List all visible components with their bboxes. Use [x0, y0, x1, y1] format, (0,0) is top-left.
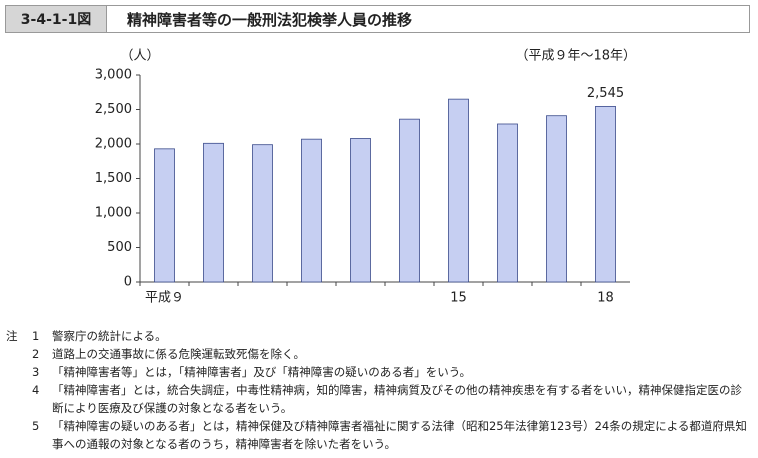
- note-item: 2 道路上の交通事故に係る危険運転致死傷を除く。: [6, 345, 751, 363]
- note-text: 「精神障害者」とは，統合失調症，中毒性精神病，知的障害，精神病質及びその他の精神…: [52, 383, 742, 415]
- note-item: 5 「精神障害の疑いのある者」とは，精神保健及び精神障害者福祉に関する法律（昭和2…: [6, 417, 751, 453]
- x-tick-label: 平成９: [145, 291, 184, 306]
- bar: [595, 105, 616, 283]
- figure-number: 3-4-1-1図: [6, 6, 107, 32]
- y-tick-label: 0: [124, 275, 132, 290]
- note-number: 4: [32, 383, 40, 397]
- x-tick-label: 18: [597, 291, 614, 306]
- note-item: 3 「精神障害者等」とは，「精神障害者」及び「精神障害の疑いのある者」をいう。: [6, 363, 751, 381]
- bar: [350, 138, 371, 283]
- note-number: 1: [32, 329, 40, 343]
- value-label: 2,545: [587, 86, 624, 101]
- note-item: 注 1 警察庁の統計による。: [6, 327, 751, 345]
- y-tick-label: 2,000: [95, 137, 132, 152]
- y-tick-label: 3,000: [95, 68, 132, 83]
- note-label: [6, 381, 32, 417]
- subtitle: （平成９年～18年）: [515, 49, 636, 64]
- bar: [448, 98, 469, 283]
- y-tick-label: 1,500: [95, 171, 132, 186]
- bar: [399, 118, 420, 283]
- y-tick-label: 1,000: [95, 206, 132, 221]
- bar: [203, 142, 224, 283]
- chart: （人） （平成９年～18年） 0 500 1,000 1,500 2,000 2,500 3…: [95, 49, 636, 306]
- note-number: 2: [32, 347, 40, 361]
- notes: 注 1 警察庁の統計による。 2 道路上の交通事故に係る危険運転致死傷を除く。 3 「精神障…: [6, 327, 751, 453]
- note-label: [6, 363, 32, 381]
- y-tick-label: 500: [107, 240, 132, 255]
- note-text: 警察庁の統計による。: [52, 329, 167, 343]
- bar: [301, 138, 322, 283]
- note-label: 注: [6, 329, 18, 343]
- note-text: 道路上の交通事故に係る危険運転致死傷を除く。: [52, 347, 305, 361]
- y-axis-label: （人）: [120, 49, 159, 64]
- bar: [154, 148, 175, 283]
- note-label: [6, 417, 32, 453]
- bar: [497, 123, 518, 283]
- note-item: 4 「精神障害者」とは，統合失調症，中毒性精神病，知的障害，精神病質及びその他の精…: [6, 381, 751, 417]
- header: 3-4-1-1図 精神障害者等の一般刑法犯検挙人員の推移: [5, 5, 750, 33]
- note-label: [6, 345, 32, 363]
- title: 精神障害者等の一般刑法犯検挙人員の推移: [127, 10, 413, 29]
- note-number: 3: [32, 365, 40, 379]
- bar: [252, 144, 273, 283]
- note-number: 5: [32, 419, 40, 433]
- note-text: 「精神障害者等」とは，「精神障害者」及び「精神障害の疑いのある者」をいう。: [52, 365, 472, 379]
- y-tick-label: 2,500: [95, 102, 132, 117]
- note-text: 「精神障害の疑いのある者」とは，精神保健及び精神障害者福祉に関する法律（昭和25…: [52, 419, 747, 451]
- bar: [546, 115, 567, 283]
- x-tick-label: 15: [450, 291, 467, 306]
